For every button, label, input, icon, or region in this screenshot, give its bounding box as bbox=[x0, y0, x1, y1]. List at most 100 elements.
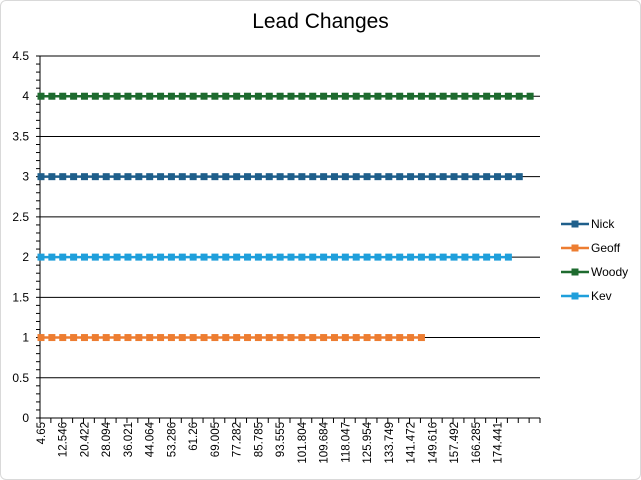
data-point bbox=[124, 334, 132, 342]
y-tick-label: 2.5 bbox=[12, 210, 29, 224]
data-point bbox=[341, 92, 349, 100]
data-point bbox=[37, 92, 45, 100]
data-point bbox=[80, 334, 88, 342]
data-point bbox=[385, 92, 393, 100]
data-point bbox=[70, 253, 78, 261]
x-tick-label: 85.785 bbox=[253, 422, 265, 457]
data-point bbox=[461, 92, 469, 100]
data-point bbox=[363, 253, 371, 261]
data-point bbox=[37, 253, 45, 261]
data-point bbox=[287, 334, 295, 342]
data-point bbox=[374, 92, 382, 100]
data-point bbox=[407, 334, 415, 342]
legend-marker bbox=[571, 292, 579, 300]
x-tick-label: 157.492 bbox=[449, 422, 461, 464]
data-point bbox=[265, 253, 273, 261]
data-point bbox=[244, 253, 252, 261]
data-point bbox=[504, 253, 512, 261]
data-point bbox=[276, 173, 284, 181]
legend-label: Nick bbox=[591, 217, 615, 231]
data-point bbox=[233, 173, 241, 181]
data-point bbox=[330, 334, 338, 342]
legend-marker bbox=[571, 268, 579, 276]
data-point bbox=[439, 173, 447, 181]
data-point bbox=[146, 253, 154, 261]
data-point bbox=[222, 253, 230, 261]
data-point bbox=[59, 92, 67, 100]
data-point bbox=[200, 92, 208, 100]
x-tick-label: 36.021 bbox=[123, 422, 135, 457]
data-point bbox=[450, 253, 458, 261]
data-point bbox=[341, 334, 349, 342]
data-point bbox=[124, 92, 132, 100]
data-point bbox=[374, 334, 382, 342]
data-point bbox=[385, 173, 393, 181]
data-point bbox=[59, 173, 67, 181]
data-point bbox=[211, 253, 219, 261]
data-point bbox=[396, 253, 404, 261]
data-point bbox=[124, 173, 132, 181]
data-point bbox=[298, 334, 306, 342]
data-point bbox=[407, 173, 415, 181]
data-point bbox=[504, 173, 512, 181]
data-point bbox=[178, 253, 186, 261]
data-point bbox=[494, 253, 502, 261]
data-point bbox=[135, 92, 143, 100]
data-point bbox=[494, 173, 502, 181]
data-point bbox=[526, 92, 534, 100]
data-point bbox=[341, 253, 349, 261]
data-point bbox=[70, 334, 78, 342]
data-point bbox=[341, 173, 349, 181]
data-point bbox=[472, 92, 480, 100]
data-point bbox=[450, 92, 458, 100]
data-point bbox=[254, 92, 262, 100]
data-point bbox=[157, 173, 165, 181]
data-point bbox=[59, 334, 67, 342]
data-point bbox=[265, 334, 273, 342]
data-point bbox=[417, 334, 425, 342]
y-tick-label: 0 bbox=[22, 411, 29, 425]
data-point bbox=[254, 173, 262, 181]
chart-title: Lead Changes bbox=[252, 10, 389, 33]
data-point bbox=[189, 92, 197, 100]
y-tick-label: 1 bbox=[22, 331, 29, 345]
data-point bbox=[70, 92, 78, 100]
data-point bbox=[37, 173, 45, 181]
data-point bbox=[363, 173, 371, 181]
data-point bbox=[298, 253, 306, 261]
data-point bbox=[483, 92, 491, 100]
data-point bbox=[135, 173, 143, 181]
data-point bbox=[189, 253, 197, 261]
data-point bbox=[244, 92, 252, 100]
x-tick-label: 133.749 bbox=[384, 422, 396, 464]
data-point bbox=[146, 92, 154, 100]
data-point bbox=[515, 92, 523, 100]
data-point bbox=[48, 173, 56, 181]
data-point bbox=[146, 173, 154, 181]
x-tick-label: 125.954 bbox=[362, 421, 374, 463]
data-point bbox=[330, 173, 338, 181]
legend-label: Woody bbox=[591, 265, 628, 279]
data-point bbox=[222, 92, 230, 100]
x-tick-label: 118.047 bbox=[340, 422, 352, 463]
data-point bbox=[80, 253, 88, 261]
data-point bbox=[276, 334, 284, 342]
data-point bbox=[244, 334, 252, 342]
data-point bbox=[135, 334, 143, 342]
data-point bbox=[417, 92, 425, 100]
data-point bbox=[102, 92, 110, 100]
data-point bbox=[472, 253, 480, 261]
data-point bbox=[200, 334, 208, 342]
data-point bbox=[167, 92, 175, 100]
data-point bbox=[80, 92, 88, 100]
data-point bbox=[91, 92, 99, 100]
data-point bbox=[428, 92, 436, 100]
data-point bbox=[113, 173, 121, 181]
data-point bbox=[385, 253, 393, 261]
data-point bbox=[396, 334, 404, 342]
data-point bbox=[309, 173, 317, 181]
data-point bbox=[385, 334, 393, 342]
data-point bbox=[80, 173, 88, 181]
data-point bbox=[157, 92, 165, 100]
y-tick-label: 4.5 bbox=[12, 49, 29, 63]
